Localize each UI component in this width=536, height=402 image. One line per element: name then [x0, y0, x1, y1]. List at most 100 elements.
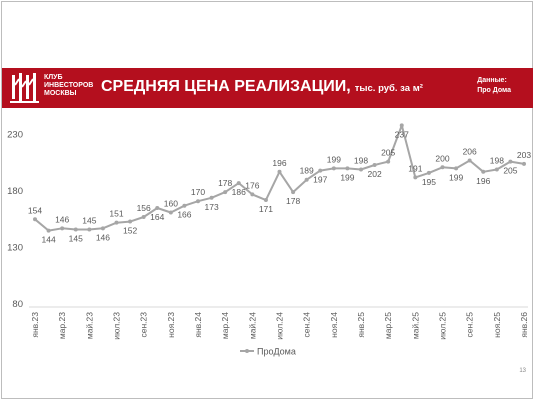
data-label: 144 — [41, 235, 55, 245]
data-label: 199 — [327, 154, 341, 164]
data-point — [277, 169, 282, 174]
data-label: 198 — [354, 156, 368, 166]
x-tick-label: ноя.24 — [329, 312, 339, 338]
data-label: 237 — [395, 129, 409, 139]
data-source-label: Данные: — [477, 77, 507, 84]
data-label: 205 — [503, 166, 517, 176]
x-tick-label: июл.23 — [112, 312, 122, 340]
data-label: 198 — [490, 156, 504, 166]
x-tick-label: май.23 — [84, 312, 94, 339]
data-point — [60, 226, 65, 231]
data-label: 178 — [218, 178, 232, 188]
data-point — [73, 227, 78, 232]
data-point — [141, 215, 146, 220]
data-point — [508, 159, 513, 164]
data-point — [209, 195, 214, 200]
x-tick-label: ноя.25 — [492, 312, 502, 338]
data-label: 205 — [381, 148, 395, 158]
data-point — [223, 190, 228, 195]
data-point — [182, 203, 187, 208]
x-tick-label: май.24 — [247, 312, 257, 339]
chart-title: СРЕДНЯЯ ЦЕНА РЕАЛИЗАЦИИ, тыс. руб. за м² — [101, 78, 423, 96]
legend-marker-icon — [245, 349, 249, 353]
data-label: 145 — [82, 215, 96, 225]
data-point — [331, 166, 336, 171]
x-tick-label: янв.24 — [193, 312, 203, 338]
x-tick-label: сен.25 — [465, 312, 475, 338]
data-label: 186 — [232, 187, 246, 197]
chart-title-text: СРЕДНЯЯ ЦЕНА РЕАЛИЗАЦИИ, — [101, 78, 351, 95]
data-label: 197 — [313, 175, 327, 185]
data-point — [359, 167, 363, 172]
data-point — [345, 166, 350, 171]
data-label: 196 — [476, 176, 490, 186]
data-point — [372, 162, 377, 167]
x-tick-label: июл.24 — [275, 312, 285, 340]
data-point — [114, 220, 119, 225]
x-tick-label: мар.25 — [383, 312, 393, 339]
data-label: 171 — [259, 204, 273, 214]
x-tick-label: янв.23 — [30, 312, 40, 338]
x-tick-label: ноя.23 — [166, 312, 176, 338]
data-point — [33, 217, 37, 222]
data-label: 202 — [367, 169, 381, 179]
x-tick-label: июл.25 — [438, 312, 448, 340]
data-point — [155, 205, 160, 210]
data-label: 164 — [150, 212, 164, 222]
data-point — [263, 198, 268, 203]
data-label: 173 — [204, 202, 218, 212]
data-point — [196, 199, 200, 204]
data-point — [399, 123, 404, 128]
data-label: 199 — [340, 172, 354, 182]
y-tick-label: 80 — [12, 299, 23, 310]
x-tick-label: янв.26 — [519, 312, 529, 338]
data-point — [494, 167, 499, 172]
x-tick-label: сен.23 — [139, 312, 149, 338]
club-name: КЛУБ ИНВЕСТОРОВ МОСКВЫ — [44, 74, 94, 97]
legend-label: ПроДома — [257, 347, 296, 357]
data-label: 191 — [408, 163, 422, 173]
club-logo-icon — [10, 73, 39, 103]
header-banner: КЛУБ ИНВЕСТОРОВ МОСКВЫ СРЕДНЯЯ ЦЕНА РЕАЛ… — [2, 68, 533, 108]
data-source: Данные: Про Дома — [477, 76, 511, 96]
data-point — [236, 181, 241, 186]
data-label: 152 — [123, 226, 137, 236]
data-point — [481, 169, 486, 174]
data-label: 195 — [422, 177, 436, 187]
data-point — [100, 226, 105, 231]
x-tick-label: сен.24 — [302, 312, 312, 338]
data-point — [413, 175, 418, 180]
data-source-value: Про Дома — [477, 87, 511, 94]
data-point — [291, 190, 296, 195]
data-label: 189 — [300, 166, 314, 176]
data-point — [168, 210, 173, 215]
data-label: 170 — [191, 187, 205, 197]
data-label: 145 — [69, 233, 83, 243]
y-tick-label: 180 — [7, 186, 23, 197]
data-label: 196 — [272, 158, 286, 168]
data-label: 151 — [109, 209, 123, 219]
x-tick-label: мар.23 — [57, 312, 67, 339]
data-label: 146 — [96, 232, 110, 242]
data-point — [87, 227, 92, 232]
data-point — [318, 168, 323, 173]
data-label: 160 — [164, 199, 178, 209]
x-tick-label: май.25 — [410, 312, 420, 339]
data-point — [304, 177, 309, 182]
data-point — [386, 159, 391, 164]
x-tick-label: мар.24 — [220, 312, 230, 339]
data-label: 166 — [177, 210, 191, 220]
data-point — [522, 161, 526, 166]
data-label: 154 — [28, 205, 42, 215]
y-tick-label: 230 — [7, 129, 23, 140]
data-label: 176 — [245, 180, 259, 190]
data-label: 203 — [517, 150, 531, 160]
data-point — [250, 192, 255, 197]
data-label: 199 — [449, 172, 463, 182]
x-tick-label: янв.25 — [356, 312, 366, 338]
data-point — [426, 170, 431, 175]
data-label: 200 — [435, 153, 449, 163]
data-point — [46, 228, 51, 233]
data-label: 206 — [463, 146, 477, 156]
